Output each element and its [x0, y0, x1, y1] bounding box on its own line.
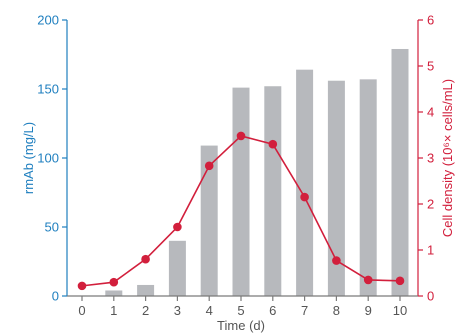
bar-5: [232, 87, 250, 297]
bar-10: [391, 48, 409, 297]
right-axis-title: Cell density (10⁶× cells/mL): [440, 79, 455, 237]
right-tick-label-3: 3: [427, 151, 434, 166]
cell-density-point-0: [77, 281, 87, 291]
x-tick-label-8: 8: [333, 303, 340, 318]
cell-density-point-2: [141, 254, 150, 264]
left-tick-label-100: 100: [37, 151, 59, 166]
bar-series: [105, 48, 409, 297]
cell-density-point-8: [332, 256, 341, 265]
bar-6: [264, 86, 282, 297]
left-tick-label-0: 0: [52, 289, 59, 304]
left-y-axis: 0 50 100 150 200: [37, 13, 68, 304]
right-tick-label-0: 0: [427, 289, 434, 304]
x-tick-label-4: 4: [206, 303, 213, 318]
x-axis: 0 1 2 3 4 5 6 7 8 9 10: [67, 295, 418, 318]
x-tick-label-1: 1: [110, 303, 117, 318]
x-tick-label-3: 3: [174, 303, 181, 318]
x-tick-label-9: 9: [365, 303, 372, 318]
bar-4: [200, 145, 218, 296]
cell-density-point-1: [109, 277, 119, 287]
x-tick-label-5: 5: [237, 303, 244, 318]
left-axis-title: rmAb (mg/L): [21, 122, 36, 194]
cell-density-point-6: [268, 139, 278, 149]
right-tick-label-5: 5: [427, 59, 434, 74]
right-tick-label-1: 1: [427, 243, 434, 258]
right-tick-label-2: 2: [427, 197, 434, 212]
x-axis-title: Time (d): [217, 318, 265, 333]
cell-density-point-10: [395, 276, 405, 286]
bar-2: [137, 284, 155, 296]
x-tick-label-2: 2: [142, 303, 149, 318]
x-tick-label-10: 10: [393, 303, 407, 318]
left-tick-label-50: 50: [45, 220, 59, 235]
x-tick-label-6: 6: [269, 303, 276, 318]
bar-9: [359, 79, 377, 296]
x-tick-label-0: 0: [78, 303, 85, 318]
left-tick-label-200: 200: [37, 13, 59, 28]
cell-density-point-3: [173, 222, 182, 232]
right-tick-label-6: 6: [427, 13, 434, 28]
right-y-axis: 0 1 2 3 4 5 6: [417, 13, 434, 304]
cell-density-point-7: [300, 192, 309, 202]
cell-density-point-4: [204, 161, 214, 171]
x-tick-label-7: 7: [301, 303, 308, 318]
bar-3: [168, 240, 186, 296]
bar-7: [296, 69, 314, 297]
right-tick-label-4: 4: [427, 105, 434, 120]
bar-1: [105, 290, 123, 296]
line-series: [77, 131, 405, 291]
bar-8: [327, 80, 345, 296]
cell-density-point-5: [236, 131, 246, 141]
left-tick-label-150: 150: [37, 82, 59, 97]
cell-density-point-9: [363, 275, 373, 285]
